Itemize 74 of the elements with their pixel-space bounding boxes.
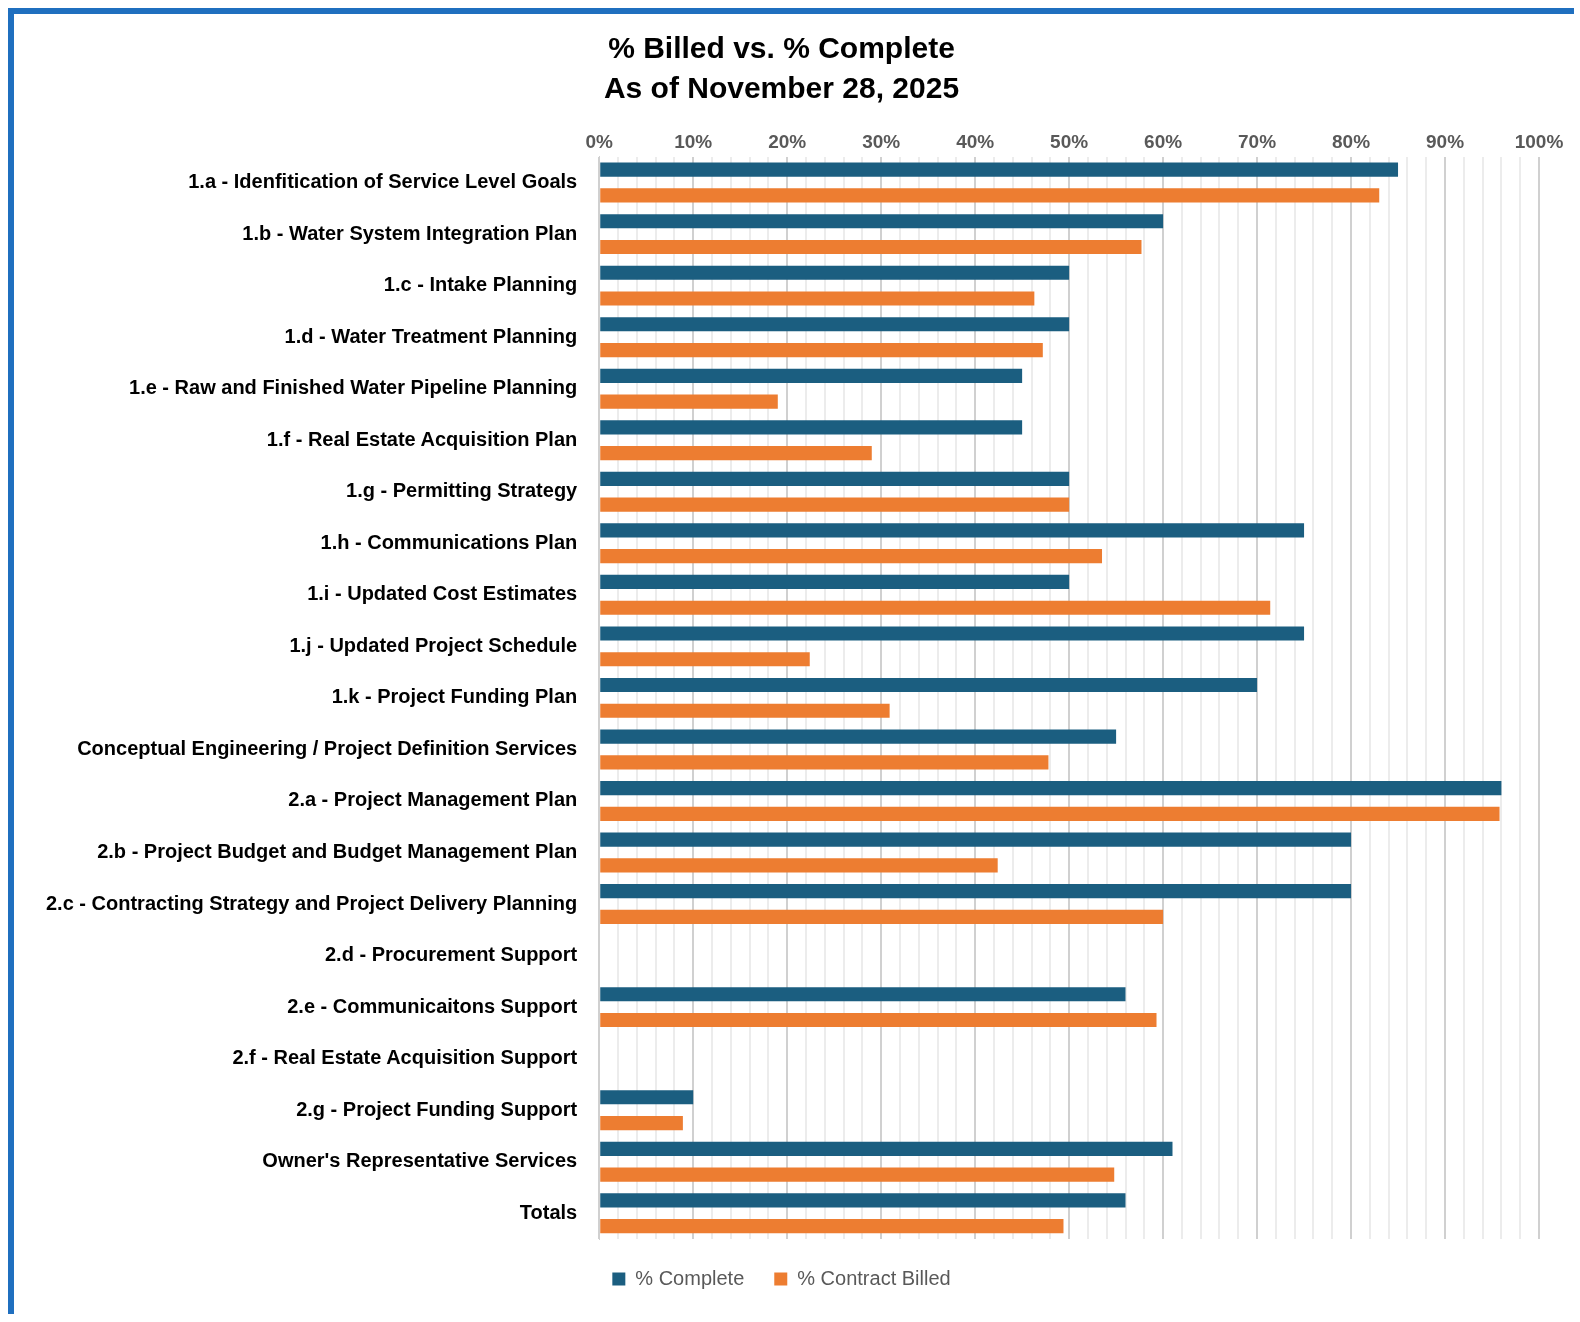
chart-subtitle: As of November 28, 2025 — [603, 71, 960, 105]
x-tick-label: 50% — [1050, 130, 1089, 152]
y-tick-label: 2.d - Procurement Support — [324, 943, 578, 966]
x-tick-label: 100% — [1514, 130, 1564, 152]
bar — [600, 832, 1352, 847]
y-tick-label: 1.i - Updated Cost Estimates — [307, 582, 578, 605]
bar — [600, 342, 1043, 358]
y-tick-label: Owner's Representative Services — [262, 1149, 578, 1172]
bar — [600, 317, 1070, 332]
bar — [600, 1219, 1064, 1234]
x-tick-label: 20% — [768, 130, 807, 152]
x-tick-label: 40% — [956, 130, 995, 152]
y-tick-label: 1.e - Raw and Finished Water Pipeline Planning — [129, 376, 578, 399]
bar — [600, 214, 1164, 229]
bar — [600, 1167, 1115, 1182]
bar — [600, 781, 1502, 796]
bar — [600, 471, 1070, 486]
y-tick-label: 1.k - Project Funding Plan — [331, 685, 578, 708]
bar — [600, 523, 1305, 538]
legend-label: % Contract Billed — [797, 1266, 951, 1289]
legend-label: % Complete — [635, 1266, 745, 1289]
bar — [600, 1193, 1126, 1208]
x-tick-label: 90% — [1426, 130, 1465, 152]
bar — [600, 677, 1258, 693]
y-tick-label: 2.a - Project Management Plan — [288, 788, 578, 811]
y-tick-label: 2.b - Project Budget and Budget Management Plan — [97, 840, 578, 863]
y-tick-label: Totals — [519, 1200, 578, 1223]
y-tick-label: 1.h - Communications Plan — [320, 530, 578, 553]
bar — [600, 1115, 683, 1131]
bar — [600, 909, 1164, 924]
bar — [600, 368, 1023, 383]
bar — [600, 729, 1117, 744]
bar — [600, 987, 1126, 1002]
y-tick-label: 1.a - Idenfitication of Service Level Goals — [188, 170, 578, 193]
bar — [600, 652, 810, 667]
y-tick-label: 2.f - Real Estate Acquisition Support — [232, 1046, 578, 1069]
bar — [600, 600, 1271, 615]
y-tick-label: 1.d - Water Treatment Planning — [284, 324, 578, 347]
bar — [600, 884, 1352, 899]
bar — [600, 162, 1399, 177]
bar — [600, 806, 1500, 821]
y-tick-label: 1.f - Real Estate Acquisition Plan — [266, 427, 578, 450]
bar — [600, 291, 1035, 306]
bar — [600, 420, 1023, 435]
bar — [600, 239, 1142, 255]
x-tick-label: 80% — [1332, 130, 1371, 152]
bar — [600, 1090, 694, 1105]
x-tick-label: 70% — [1238, 130, 1277, 152]
bar — [600, 858, 998, 873]
y-tick-label: Conceptual Engineering / Project Definition Services — [77, 736, 578, 759]
chart-title: % Billed vs. % Complete — [608, 31, 955, 65]
y-tick-label: 2.e - Communicaitons Support — [287, 994, 578, 1017]
bar — [600, 188, 1380, 203]
bar — [600, 394, 778, 409]
bar — [600, 1012, 1157, 1028]
bar — [600, 574, 1070, 590]
y-tick-label: 2.g - Project Funding Support — [296, 1097, 578, 1120]
bar — [600, 265, 1070, 280]
y-tick-label: 2.c - Contracting Strategy and Project Delivery Planning — [45, 891, 578, 914]
bar — [600, 755, 1049, 770]
x-tick-label: 30% — [862, 130, 901, 152]
y-tick-label: 1.c - Intake Planning — [383, 273, 578, 296]
bar — [600, 626, 1305, 641]
x-tick-label: 10% — [674, 130, 713, 152]
y-tick-label: 1.b - Water System Integration Plan — [242, 221, 578, 244]
x-tick-label: 0% — [585, 130, 614, 152]
bar — [600, 446, 872, 461]
bar — [600, 549, 1103, 564]
y-tick-label: 1.g - Permitting Strategy — [346, 479, 579, 502]
bar — [600, 1141, 1173, 1156]
bar — [600, 497, 1070, 512]
x-tick-label: 60% — [1144, 130, 1183, 152]
bar — [600, 703, 890, 718]
y-tick-label: 1.j - Updated Project Schedule — [289, 633, 578, 656]
